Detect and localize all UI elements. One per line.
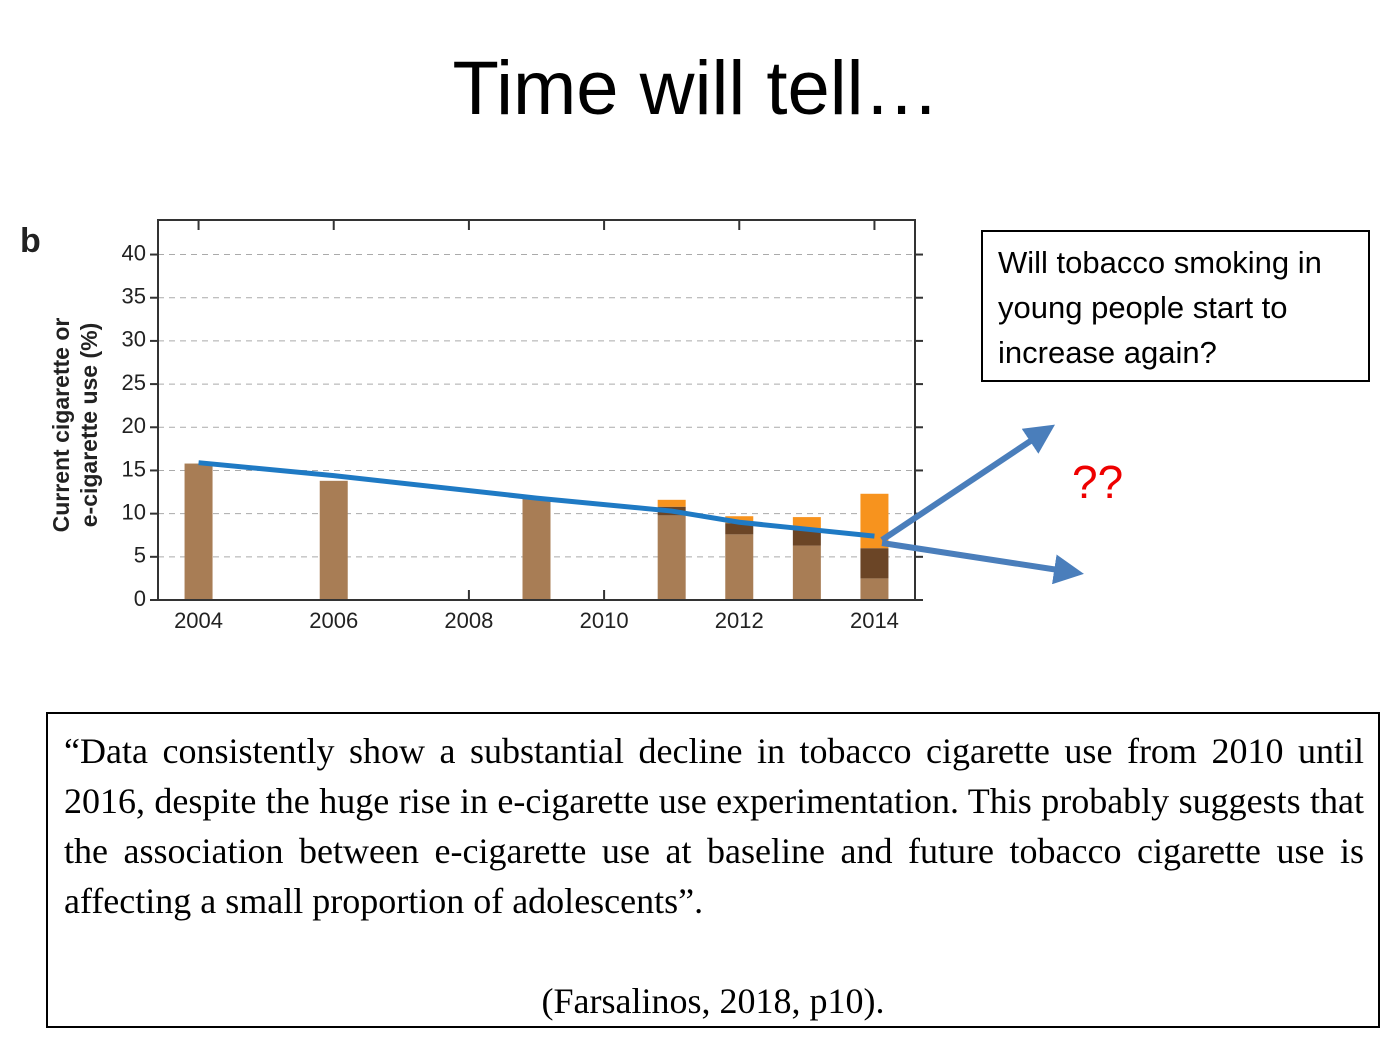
callout-line: Will tobacco smoking in [998, 245, 1322, 280]
y-axis-label: Current cigarette or [48, 318, 74, 533]
slide-title: Time will tell… [452, 46, 940, 131]
x-tick-label: 2010 [580, 608, 629, 633]
plot-frame [157, 219, 916, 601]
callout-box: Will tobacco smoking in young people sta… [981, 230, 1370, 382]
bar-segment [792, 530, 821, 546]
bar-segment [319, 480, 348, 600]
callout-line: increase again? [998, 335, 1217, 370]
bar-segment [860, 578, 889, 600]
x-tick-label: 2008 [444, 608, 493, 633]
bar-segment [725, 523, 754, 535]
y-tick-label: 40 [122, 240, 146, 265]
bar-segment [792, 545, 821, 600]
y-tick-label: 15 [122, 456, 146, 481]
chart: b Current cigarette or e-cigarette use (… [20, 219, 1084, 633]
y-tick-label: 5 [134, 543, 146, 568]
bar-segment [725, 516, 754, 524]
y-tick-label: 10 [122, 499, 146, 524]
y-tick-label: 30 [122, 327, 146, 352]
arrow [881, 540, 1084, 585]
callout-line: young people start to [998, 290, 1288, 325]
quote-text: “Data consistently show a substantial de… [64, 731, 1364, 921]
x-tick-label: 2004 [174, 608, 223, 633]
y-tick-label: 0 [134, 586, 146, 611]
x-tick-label: 2014 [850, 608, 899, 633]
y-axis-label: e-cigarette use (%) [76, 323, 102, 528]
quote-box: “Data consistently show a substantial de… [46, 712, 1380, 1028]
bar-segment [725, 534, 754, 600]
citation: (Farsalinos, 2018, p10). [541, 981, 885, 1021]
y-tick-label: 20 [122, 413, 146, 438]
trend-line [198, 460, 875, 539]
x-tick-label: 2006 [309, 608, 358, 633]
y-tick-label: 35 [122, 284, 146, 309]
question-marks: ?? [1072, 456, 1124, 508]
bar-segment [657, 515, 686, 600]
bar-segment [184, 463, 213, 600]
arrow [880, 424, 1055, 543]
bar-segment [657, 499, 686, 507]
y-tick-label: 25 [122, 370, 146, 395]
bar-segment [522, 497, 551, 600]
bar-segment [860, 548, 889, 579]
panel-label: b [20, 222, 41, 260]
x-tick-label: 2012 [715, 608, 764, 633]
